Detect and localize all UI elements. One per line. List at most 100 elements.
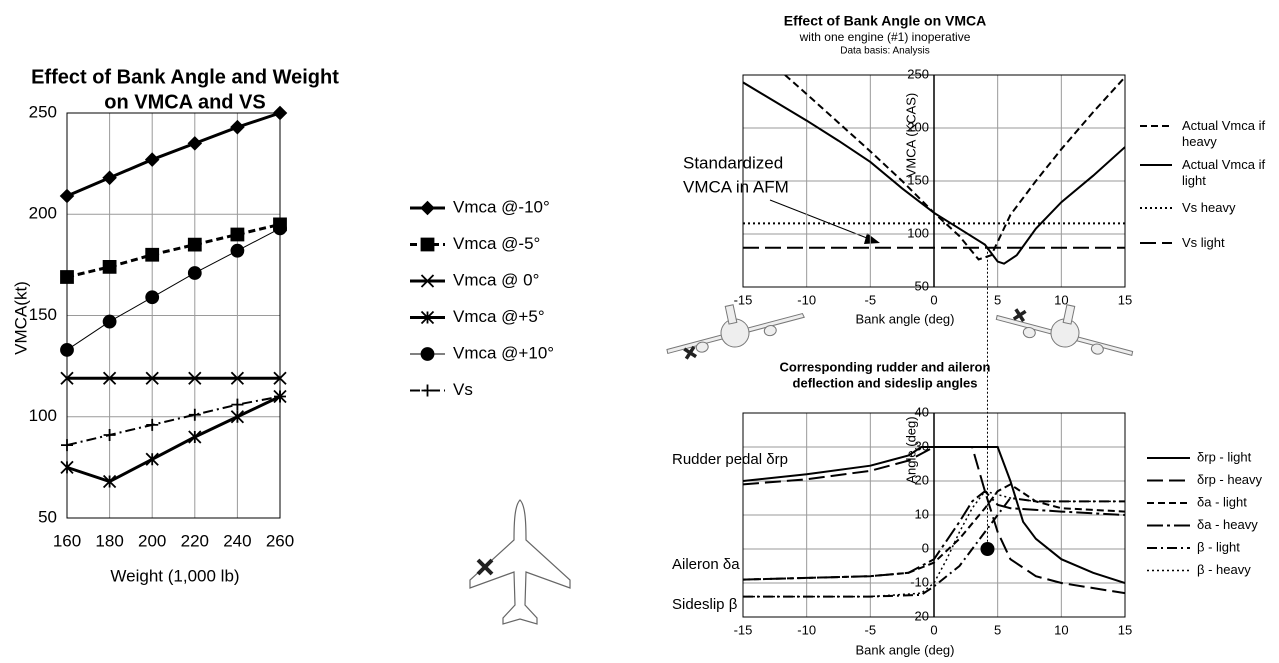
data-point bbox=[146, 418, 159, 431]
legend-label: δa - light bbox=[1197, 494, 1247, 509]
series-line bbox=[743, 490, 1125, 598]
y-tick-label: 50 bbox=[38, 507, 57, 526]
data-point bbox=[188, 408, 201, 421]
x-tick-label: -15 bbox=[734, 622, 753, 637]
legend-marker bbox=[420, 237, 435, 252]
y-tick-label: 150 bbox=[907, 172, 929, 187]
y-tick-label: 0 bbox=[922, 540, 929, 555]
data-point bbox=[231, 398, 244, 411]
data-point bbox=[144, 152, 160, 167]
airplane-icon bbox=[469, 499, 571, 625]
legend-marker bbox=[420, 310, 435, 325]
data-point bbox=[273, 221, 287, 236]
x-tick-label: 0 bbox=[930, 292, 937, 307]
series-line bbox=[66, 111, 281, 198]
data-point bbox=[60, 270, 74, 284]
x-tick-label: 5 bbox=[994, 292, 1001, 307]
y-tick-label: 150 bbox=[29, 305, 57, 324]
legend-label: Vs bbox=[453, 380, 473, 399]
data-point bbox=[230, 227, 245, 242]
x-tick-label: 180 bbox=[95, 531, 123, 550]
legend-marker bbox=[420, 274, 435, 288]
data-point bbox=[230, 371, 245, 385]
legend-label: Actual Vmca if heavy bbox=[1182, 118, 1266, 149]
series-line bbox=[743, 489, 1125, 581]
data-point bbox=[230, 243, 245, 258]
x-tick-label: -5 bbox=[865, 292, 877, 307]
x-tick-label: -5 bbox=[865, 622, 877, 637]
legend-marker bbox=[420, 200, 435, 216]
y-tick-label: 250 bbox=[907, 66, 929, 81]
plot-frame bbox=[66, 112, 281, 519]
data-point bbox=[61, 439, 73, 452]
annotation: Sideslip β bbox=[672, 596, 738, 613]
data-point bbox=[103, 428, 116, 441]
airplane-icon bbox=[995, 304, 1134, 356]
x-tick-label: 220 bbox=[181, 531, 209, 550]
series-group bbox=[743, 446, 1125, 598]
legend-label: Actual Vmca if light bbox=[1182, 157, 1266, 188]
x-tick-label: 260 bbox=[266, 531, 294, 550]
x-tick-label: 0 bbox=[930, 622, 937, 637]
y-tick-label: 100 bbox=[29, 406, 57, 425]
chart-subtitle: Data basis: Analysis bbox=[840, 46, 930, 57]
legend-label: Vs heavy bbox=[1182, 200, 1236, 215]
x-tick-label: 10 bbox=[1054, 622, 1068, 637]
legend-label: δa - heavy bbox=[1197, 517, 1258, 532]
series-group bbox=[59, 105, 288, 489]
series-line bbox=[743, 81, 1125, 265]
series-line bbox=[66, 395, 281, 447]
chart-title: deflection and sideslip angles bbox=[793, 375, 978, 390]
data-point bbox=[145, 452, 159, 466]
y-tick-label: 250 bbox=[29, 102, 57, 121]
highlight-point bbox=[980, 542, 995, 556]
legend-marker bbox=[421, 384, 434, 397]
data-point bbox=[188, 430, 202, 444]
y-axis-label: Angle (deg) bbox=[903, 416, 918, 483]
legend-label: Vmca @-5° bbox=[453, 234, 540, 253]
legend-label: Vs light bbox=[1182, 235, 1225, 250]
x-axis-label: Bank angle (deg) bbox=[855, 311, 954, 326]
y-tick-label: 200 bbox=[29, 204, 57, 223]
annotation-arrow bbox=[769, 199, 880, 244]
x-tick-label: -10 bbox=[797, 622, 816, 637]
data-point bbox=[273, 371, 287, 385]
data-point bbox=[102, 170, 117, 186]
legend-label: Vmca @+5° bbox=[453, 307, 545, 326]
data-point bbox=[59, 188, 75, 204]
series-line bbox=[784, 75, 1125, 261]
series-line bbox=[743, 446, 1125, 584]
data-point bbox=[187, 237, 202, 252]
legend-marker bbox=[420, 347, 435, 361]
annotation: Standardized bbox=[683, 153, 783, 172]
annotation: Rudder pedal δrp bbox=[672, 451, 788, 468]
x-axis-label: Weight (1,000 lb) bbox=[110, 566, 239, 585]
chart-title: Effect of Bank Angle on VMCA bbox=[784, 13, 987, 29]
data-point bbox=[272, 105, 288, 121]
y-tick-label: 40 bbox=[915, 404, 929, 419]
x-axis-label: Bank angle (deg) bbox=[855, 642, 954, 657]
chart-title: on VMCA and VS bbox=[104, 91, 265, 113]
series-group bbox=[743, 75, 1125, 265]
data-point bbox=[102, 371, 117, 385]
legend-label: β - light bbox=[1197, 539, 1240, 554]
x-tick-label: 240 bbox=[223, 531, 251, 550]
x-tick-label: 5 bbox=[994, 622, 1001, 637]
airplane-icon bbox=[666, 304, 805, 360]
data-point bbox=[230, 410, 245, 424]
y-tick-label: 100 bbox=[907, 225, 929, 240]
annotation: Aileron δa bbox=[672, 556, 740, 573]
y-tick-label: 10 bbox=[915, 506, 929, 521]
data-point bbox=[60, 343, 74, 357]
data-point bbox=[60, 460, 74, 475]
x-tick-label: 200 bbox=[138, 531, 166, 550]
x-tick-label: 15 bbox=[1118, 292, 1132, 307]
series-line bbox=[743, 446, 1125, 595]
x-tick-label: -15 bbox=[734, 292, 753, 307]
y-tick-label: 20 bbox=[915, 472, 929, 487]
data-point bbox=[102, 314, 117, 329]
data-point bbox=[145, 290, 160, 305]
data-point bbox=[102, 260, 117, 274]
legend-label: Vmca @+10° bbox=[453, 343, 554, 362]
